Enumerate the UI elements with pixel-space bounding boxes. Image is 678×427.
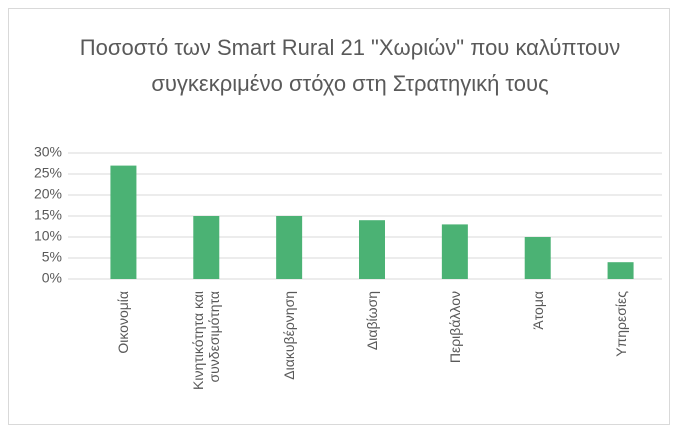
y-tick-label: 15% bbox=[34, 207, 62, 223]
bar bbox=[524, 237, 551, 279]
y-tick-label: 30% bbox=[34, 144, 62, 160]
y-tick-label: 10% bbox=[34, 228, 62, 244]
chart-border bbox=[8, 8, 670, 425]
y-tick-label: 25% bbox=[34, 165, 62, 181]
x-tick-label: Διακυβέρνηση bbox=[281, 291, 298, 380]
x-tick-label: Κινητικότητα και συνδεσιμότητα bbox=[190, 291, 223, 390]
x-tick-label: Υπηρεσίες bbox=[612, 291, 629, 357]
chart-title: Ποσοστό των Smart Rural 21 "Χωριών" που … bbox=[79, 35, 621, 96]
x-tick-label: Διαβίωση bbox=[364, 291, 380, 351]
y-tick-label: 0% bbox=[42, 270, 62, 286]
x-tick-label: Οικονομία bbox=[115, 291, 132, 354]
bar bbox=[110, 165, 137, 279]
bar bbox=[276, 216, 303, 279]
y-tick-label: 20% bbox=[34, 186, 62, 202]
bar bbox=[193, 216, 220, 279]
bar bbox=[359, 220, 385, 279]
y-tick-label: 5% bbox=[42, 249, 62, 265]
bar bbox=[607, 262, 634, 279]
bar bbox=[441, 224, 468, 279]
x-tick-label: Περιβάλλον bbox=[446, 291, 463, 364]
x-tick-label: Άτομα bbox=[529, 291, 546, 330]
